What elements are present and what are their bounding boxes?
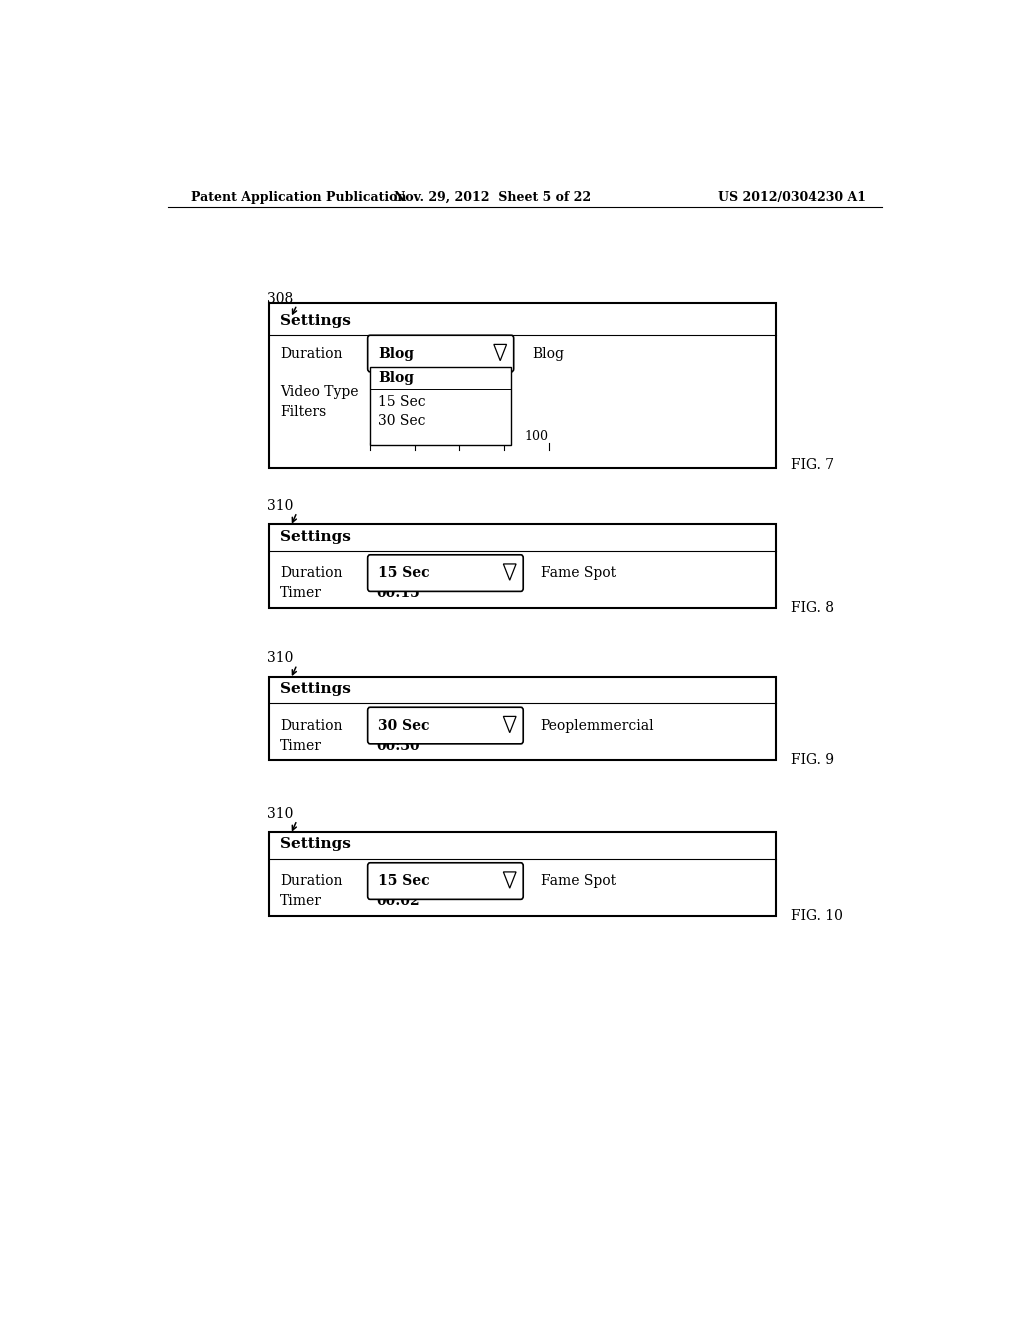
Text: 50: 50 (452, 430, 467, 444)
Text: Settings: Settings (281, 314, 351, 329)
Text: Settings: Settings (281, 837, 351, 851)
Text: Filters: Filters (281, 405, 327, 420)
Text: Blog: Blog (378, 347, 414, 360)
Text: Duration: Duration (281, 347, 343, 360)
Text: 308: 308 (267, 292, 293, 306)
Polygon shape (504, 564, 516, 581)
Text: FIG. 7: FIG. 7 (791, 458, 834, 473)
Text: 00:02: 00:02 (377, 895, 420, 908)
Text: 30 Sec: 30 Sec (378, 413, 426, 428)
Text: 0: 0 (370, 430, 378, 444)
Text: Timer: Timer (281, 739, 323, 752)
Bar (269, 524, 775, 607)
Text: 15 Sec: 15 Sec (378, 874, 430, 888)
FancyBboxPatch shape (368, 708, 523, 744)
Text: FIG. 8: FIG. 8 (791, 601, 834, 615)
Text: FIG. 10: FIG. 10 (791, 908, 843, 923)
Polygon shape (504, 717, 516, 733)
Text: Video Type: Video Type (281, 385, 358, 399)
Text: 100: 100 (524, 430, 549, 444)
Text: 00:15: 00:15 (377, 586, 420, 601)
Text: FIG. 9: FIG. 9 (791, 754, 834, 767)
Text: 30 Sec: 30 Sec (378, 718, 429, 733)
Text: Settings: Settings (281, 682, 351, 696)
Text: 310: 310 (267, 499, 293, 513)
Text: Nov. 29, 2012  Sheet 5 of 22: Nov. 29, 2012 Sheet 5 of 22 (394, 190, 592, 203)
Text: US 2012/0304230 A1: US 2012/0304230 A1 (718, 190, 866, 203)
Text: Timer: Timer (281, 586, 323, 601)
Bar (370, 367, 511, 445)
Bar (269, 677, 775, 760)
Text: Duration: Duration (281, 566, 343, 579)
Text: Blog: Blog (532, 347, 565, 360)
Bar (269, 833, 775, 916)
Text: Peoplemmercial: Peoplemmercial (541, 718, 654, 733)
FancyBboxPatch shape (368, 554, 523, 591)
Text: Blog: Blog (378, 371, 414, 385)
Text: Duration: Duration (281, 874, 343, 888)
Text: Timer: Timer (281, 895, 323, 908)
Text: 00:30: 00:30 (377, 739, 420, 752)
FancyBboxPatch shape (368, 335, 514, 372)
FancyBboxPatch shape (368, 863, 523, 899)
Text: Fame Spot: Fame Spot (541, 874, 615, 888)
Bar (269, 302, 775, 469)
Text: Fame Spot: Fame Spot (541, 566, 615, 579)
Text: Duration: Duration (281, 718, 343, 733)
Text: 15 Sec: 15 Sec (378, 395, 426, 409)
Polygon shape (494, 345, 507, 360)
Text: 310: 310 (267, 807, 293, 821)
Text: Patent Application Publication: Patent Application Publication (191, 190, 407, 203)
Text: 310: 310 (267, 652, 293, 665)
Polygon shape (504, 873, 516, 888)
Text: Settings: Settings (281, 529, 351, 544)
Text: 15 Sec: 15 Sec (378, 566, 430, 579)
